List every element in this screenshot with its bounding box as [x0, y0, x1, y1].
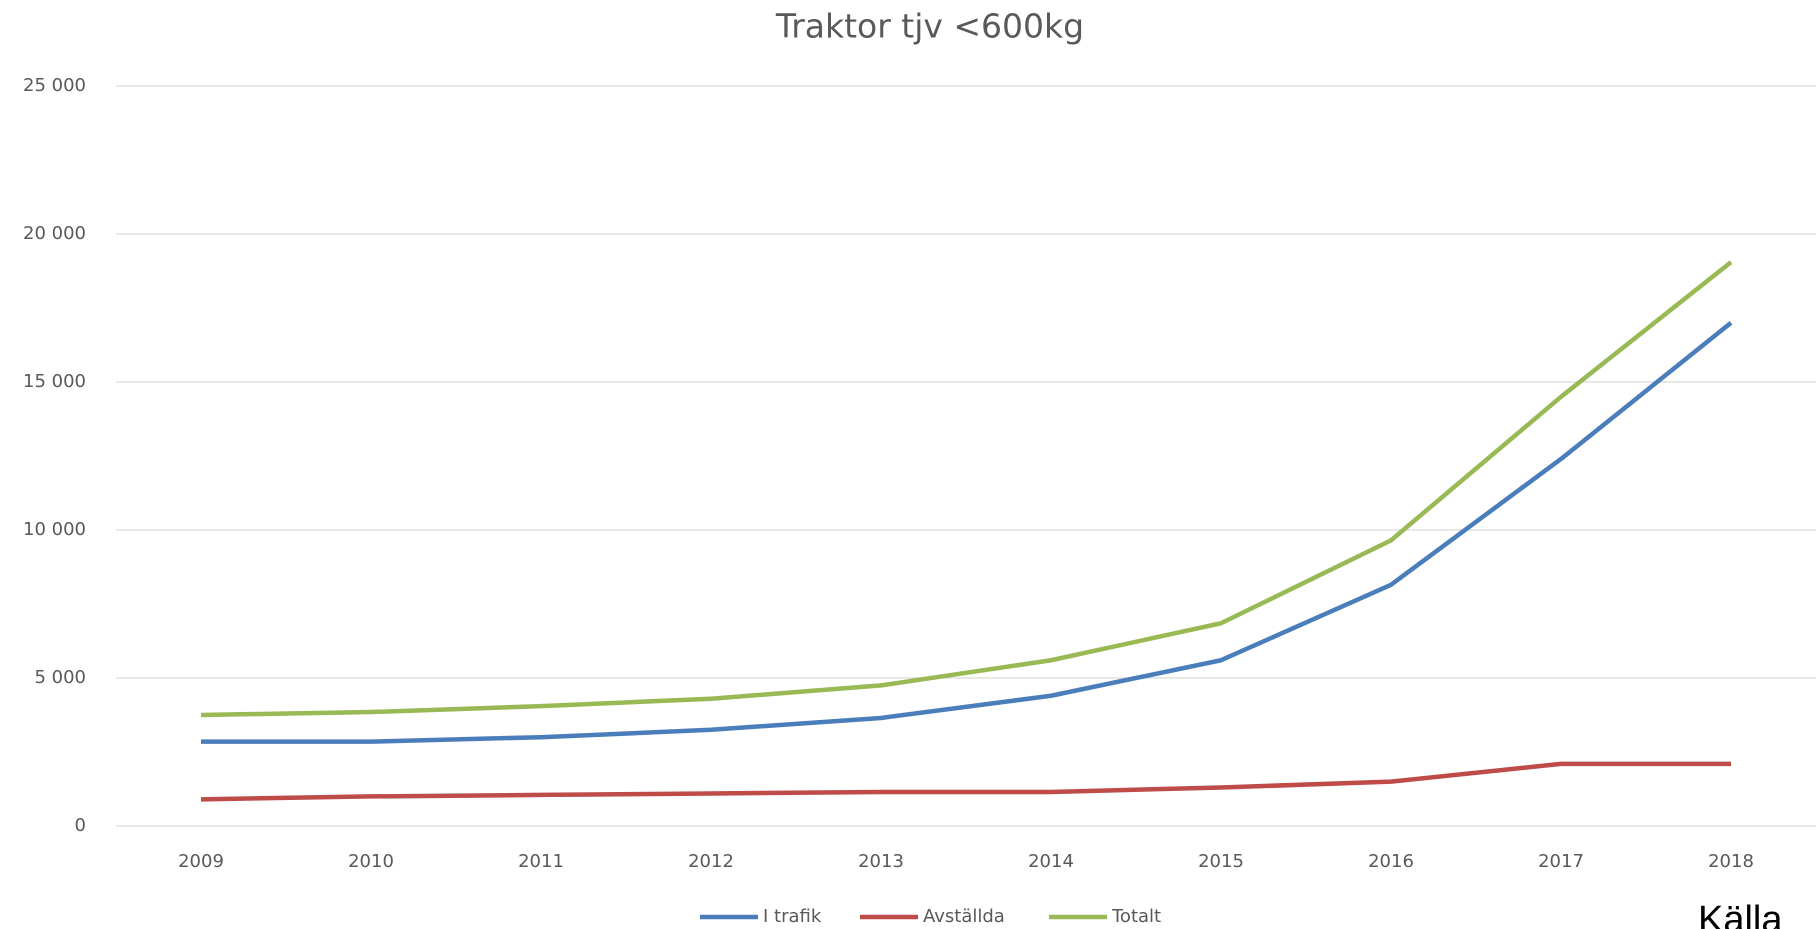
x-tick-label: 2016 [1368, 851, 1414, 872]
y-tick-label: 15 000 [23, 371, 86, 392]
y-tick-label: 10 000 [23, 519, 86, 540]
legend-label: Avställda [923, 906, 1005, 927]
chart-title: Traktor tjv <600kg [775, 7, 1084, 46]
series-line [200, 761, 1731, 802]
source-note: Källa [1698, 899, 1783, 929]
x-tick-label: 2015 [1198, 851, 1244, 872]
y-tick-label: 25 000 [23, 75, 86, 96]
x-tick-label: 2013 [858, 851, 904, 872]
series-line [200, 260, 1733, 718]
y-tick-label: 0 [75, 815, 86, 836]
x-tick-label: 2017 [1538, 851, 1584, 872]
x-tick-label: 2009 [178, 851, 224, 872]
y-tick-label: 20 000 [23, 223, 86, 244]
series-line [201, 321, 1733, 744]
x-tick-label: 2011 [518, 851, 564, 872]
x-tick-label: 2018 [1708, 851, 1754, 872]
x-tick-label: 2010 [348, 851, 394, 872]
y-tick-label: 5 000 [34, 667, 86, 688]
x-tick-label: 2014 [1028, 851, 1074, 872]
legend-label: I trafik [763, 906, 822, 927]
x-tick-label: 2012 [688, 851, 734, 872]
legend-label: Totalt [1111, 906, 1161, 927]
